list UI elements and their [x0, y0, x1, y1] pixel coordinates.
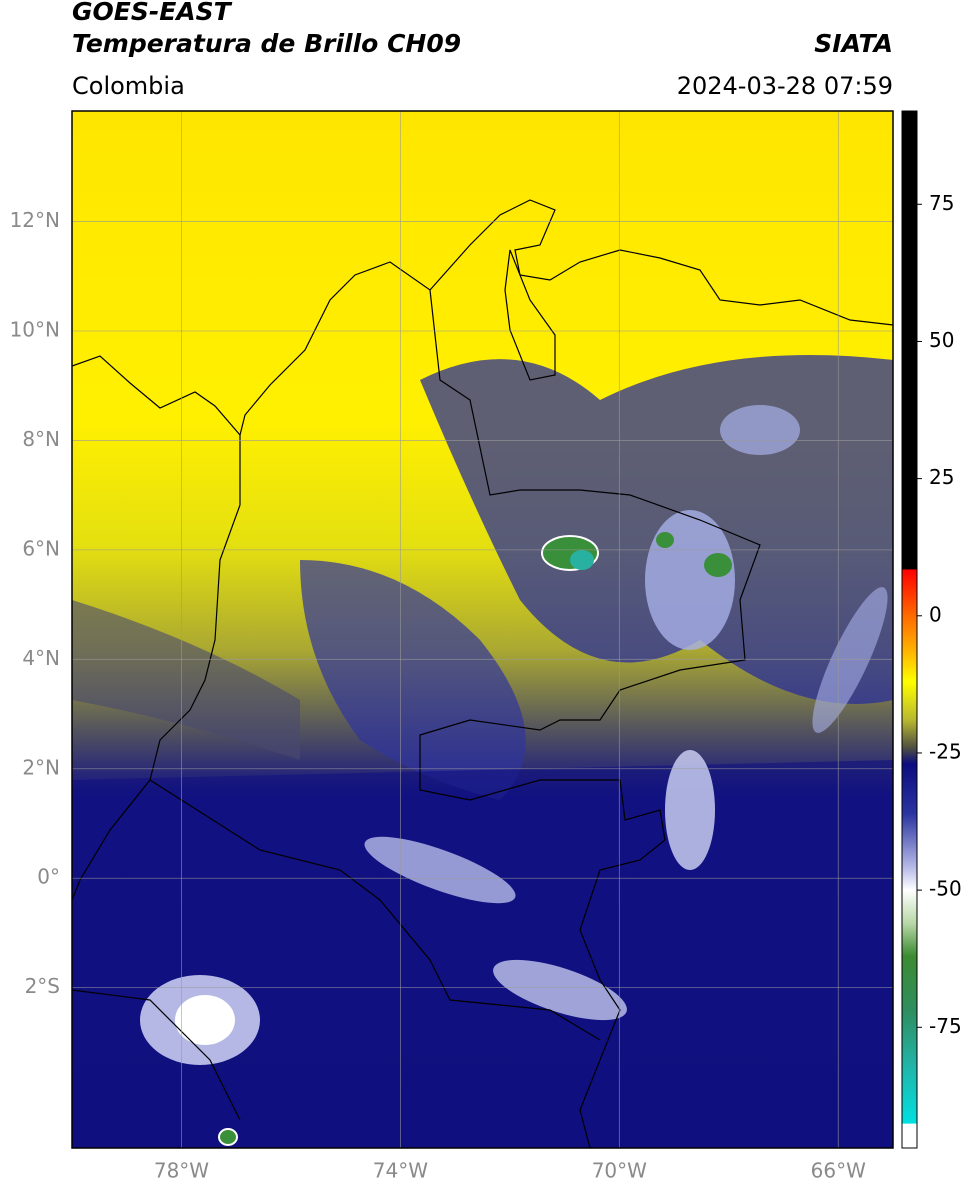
- y-tick-label: 8°N: [22, 427, 60, 451]
- y-tick-label: 4°N: [22, 646, 60, 670]
- colorbar-tick-label: -25: [929, 739, 962, 763]
- colorbar-tick-label: 25: [929, 465, 954, 489]
- colorbar-tick-label: 75: [929, 191, 954, 215]
- y-tick-label: 2°S: [25, 974, 60, 998]
- y-tick-label: 6°N: [22, 536, 60, 560]
- y-tick-label: 10°N: [10, 317, 60, 341]
- colorbar-tick-label: 0: [929, 602, 942, 626]
- x-tick-label: 66°W: [811, 1159, 866, 1183]
- satellite-image: [72, 111, 893, 1148]
- title: GOES-EAST: [72, 0, 233, 26]
- y-tick-label: 12°N: [10, 208, 60, 232]
- colorbar: [901, 110, 918, 1149]
- x-tick-label: 70°W: [592, 1159, 647, 1183]
- y-tick-label: 2°N: [22, 755, 60, 779]
- x-tick-label: 74°W: [373, 1159, 428, 1183]
- y-tick-label: 0°: [37, 865, 60, 889]
- subtitle: Temperatura de Brillo CH09: [72, 29, 461, 58]
- grid: [72, 111, 893, 1148]
- colorbar-tick-label: -50: [929, 877, 962, 901]
- source: SIATA: [814, 29, 893, 58]
- colorbar-tick-label: 50: [929, 328, 954, 352]
- map-frame: [71, 110, 894, 1149]
- colorbar-tick-label: -75: [929, 1014, 962, 1038]
- timestamp: 2024-03-28 07:59: [677, 72, 893, 100]
- x-tick-label: 78°W: [154, 1159, 209, 1183]
- region: Colombia: [72, 72, 185, 100]
